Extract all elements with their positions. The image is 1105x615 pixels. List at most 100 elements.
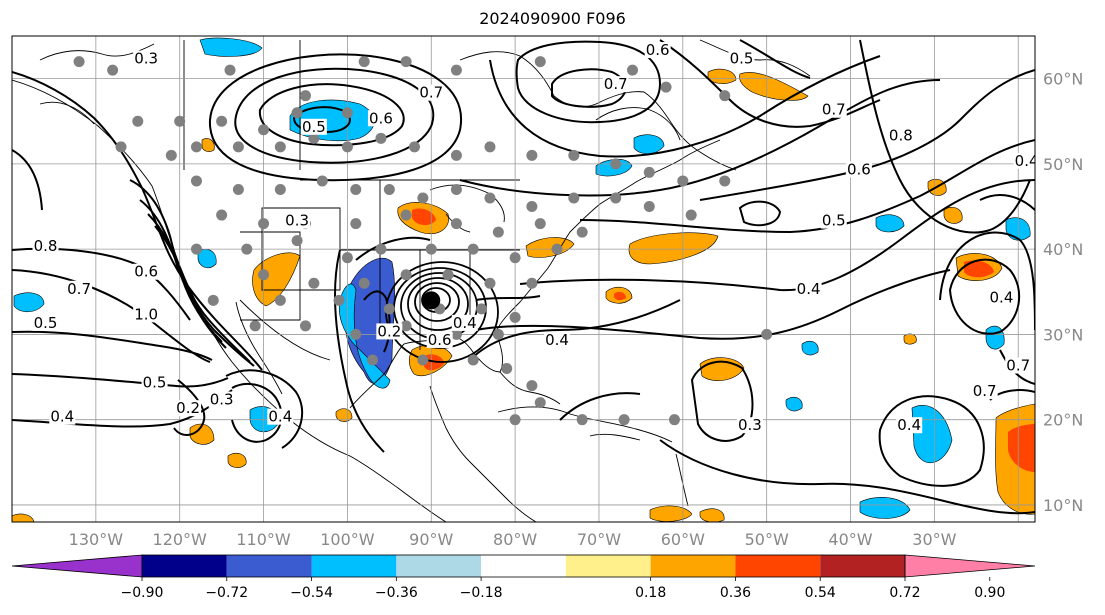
shaded-patch (943, 207, 963, 224)
low-center-marker (422, 291, 441, 310)
colorbar-tick-label: −0.90 (121, 585, 164, 601)
observation-dot (450, 64, 462, 76)
shaded-patch (614, 291, 626, 301)
observation-dot (341, 252, 353, 264)
contour-line (234, 67, 435, 164)
observation-dot (576, 226, 588, 238)
observation-dot (274, 141, 286, 153)
coastline (240, 231, 301, 321)
observation-dot (526, 201, 538, 213)
contour-label: 0.5 (143, 374, 167, 392)
contour-label: 0.5 (730, 50, 754, 68)
latitude-labels: 60°N 50°N 40°N 30°N 20°N 10°N (1043, 70, 1083, 515)
shaded-patch (199, 37, 263, 57)
longitude-label: 130°W (69, 530, 124, 549)
observation-dot (207, 294, 219, 306)
observation-dot (400, 320, 412, 332)
colorbar-box (565, 555, 651, 577)
observation-dot (274, 294, 286, 306)
observation-dot (400, 209, 412, 221)
colorbar-box (226, 555, 312, 577)
observation-dot (375, 243, 387, 255)
contour-label-bg (971, 383, 998, 400)
observation-dot (509, 414, 521, 426)
observation-dot (190, 175, 202, 187)
contour-label-bg (820, 212, 847, 229)
observation-dot (425, 243, 437, 255)
observation-dot (408, 141, 420, 153)
contour-label-bg (736, 417, 763, 434)
longitude-label: 100°W (320, 530, 375, 549)
observation-dot (350, 183, 362, 195)
contour-label: 0.4 (545, 331, 569, 349)
shaded-patch (344, 257, 395, 384)
colorbar-box (396, 555, 482, 577)
observation-dot (643, 166, 655, 178)
latitude-label: 40°N (1043, 240, 1083, 259)
observation-dot (400, 56, 412, 68)
observation-dot (492, 226, 504, 238)
contour-line (173, 379, 206, 436)
observation-dot (719, 175, 731, 187)
longitude-label: 110°W (236, 530, 291, 549)
observation-dot (627, 64, 639, 76)
colorbar-box (481, 555, 566, 577)
observation-dot (526, 380, 538, 392)
contour-label-bg (133, 50, 160, 67)
contour-label-bg (367, 110, 394, 127)
longitude-label: 30°W (912, 530, 956, 549)
latitude-label: 20°N (1043, 411, 1083, 430)
observation-dot (610, 158, 622, 170)
figure-title: 2024090900 F096 (479, 9, 626, 28)
observation-dot (383, 303, 395, 315)
contour-line (208, 53, 463, 182)
colorbar: −0.90 −0.72 −0.54 −0.36 −0.18 0.18 0.36 0.54 0.7… (11, 554, 1036, 601)
longitude-labels: 130°W 120°W 110°W 100°W 90°W 80°W 70°W 60°W 50°W… (69, 530, 957, 549)
observation-dot (383, 183, 395, 195)
contour-label: 0.7 (1006, 357, 1030, 375)
colorbar-tick-label: 0.36 (720, 585, 751, 601)
contour-label-bg (49, 408, 76, 425)
coastline (39, 101, 95, 125)
observation-dot (576, 414, 588, 426)
contour-label-bg (208, 391, 235, 408)
shaded-patch (859, 497, 911, 519)
contour-label: 0.3 (285, 212, 309, 230)
contour-line (12, 330, 213, 361)
observation-dot (450, 218, 462, 230)
low-center-dot (422, 291, 441, 310)
observation-dot (308, 277, 320, 289)
coastline (235, 301, 283, 395)
observation-dot (492, 328, 504, 340)
shaded-patch (699, 508, 725, 522)
observation-dot (610, 192, 622, 204)
contour-line (948, 258, 1020, 335)
observation-dot (216, 115, 228, 127)
contour-label-bg (1005, 357, 1032, 374)
contour-lines (12, 39, 1035, 515)
contour-label: 0.3 (134, 50, 158, 68)
observation-dot (115, 141, 127, 153)
contour-line (12, 149, 43, 211)
observation-dot (132, 115, 144, 127)
observation-dot (224, 64, 236, 76)
contour-label: 0.3 (210, 391, 234, 409)
observation-dot (232, 183, 244, 195)
observation-dot (551, 243, 563, 255)
observation-dot (719, 90, 731, 102)
map-frame (11, 35, 1036, 523)
observation-dot (190, 243, 202, 255)
observation-dot (358, 56, 370, 68)
contour-line (355, 236, 431, 261)
colorbar-tick-label: −0.72 (205, 585, 248, 601)
contour-label-bg (644, 42, 671, 59)
shaded-patch (903, 333, 917, 345)
shaded-patch (633, 134, 665, 155)
contour-label: 0.8 (34, 237, 58, 255)
observation-dot (618, 414, 630, 426)
contour-label: 0.5 (302, 118, 326, 136)
map-area: 0.3 0.7 0.6 0.5 0.6 0.7 0.5 0.7 0.8 0.6 0.5 0.4 0.3 0… (12, 36, 1035, 522)
contour-labels: 0.3 0.7 0.6 0.5 0.6 0.7 0.5 0.7 0.8 0.6 0.5 0.4 0.3 0… (32, 41, 1035, 434)
observation-dot (291, 107, 303, 119)
contour-label-bg (1013, 152, 1035, 169)
